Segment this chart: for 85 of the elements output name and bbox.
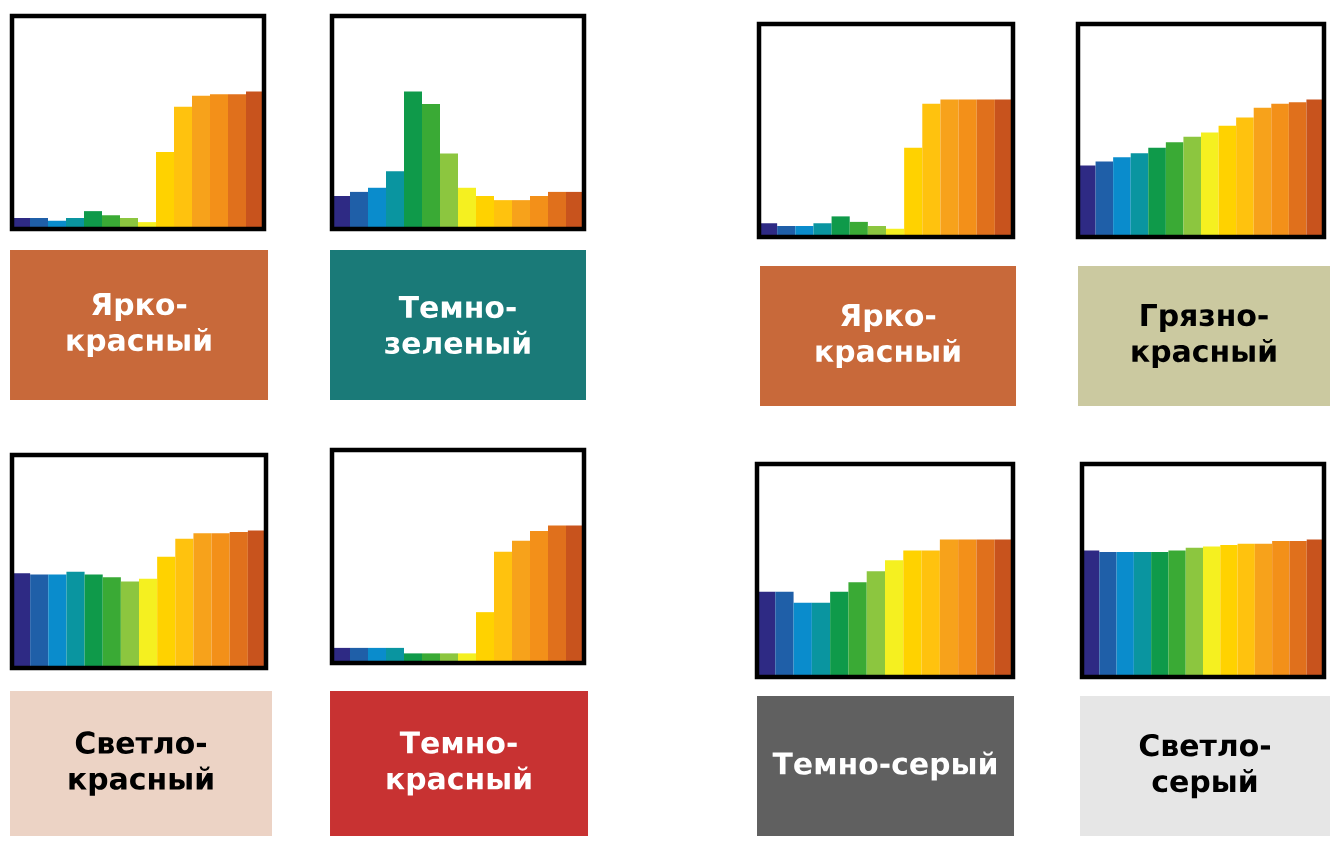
bar [1130, 153, 1149, 237]
bar [793, 602, 812, 677]
text: Ярко-красный [67, 293, 211, 357]
bar [1113, 157, 1131, 237]
bar [193, 533, 212, 668]
bar [921, 550, 940, 677]
bar [958, 99, 977, 237]
bar [1254, 543, 1273, 677]
bar [156, 152, 174, 229]
bar [958, 539, 977, 677]
bar [976, 99, 995, 237]
bar [922, 103, 941, 237]
bar [1220, 545, 1238, 677]
bar [1151, 551, 1169, 677]
bar [811, 602, 831, 677]
bar [174, 106, 193, 229]
text: Темно-серый [772, 751, 996, 781]
bar [210, 94, 229, 229]
bar [903, 550, 922, 677]
bar [422, 103, 440, 229]
bar [48, 574, 67, 668]
text: Темно-зеленый [385, 295, 530, 355]
bar [530, 531, 548, 663]
text: Ярко-красный [816, 304, 960, 368]
bar [548, 191, 566, 229]
bar [904, 147, 923, 237]
bar [1237, 543, 1255, 677]
bar [84, 574, 103, 668]
bar [512, 540, 531, 663]
bar [404, 91, 422, 229]
bar [192, 95, 211, 229]
bar [1185, 547, 1203, 677]
bar [939, 539, 959, 677]
bar [476, 612, 494, 663]
bar [1116, 551, 1134, 677]
bar [1236, 117, 1254, 237]
bar [1201, 132, 1219, 237]
bar [940, 99, 959, 237]
bar [1218, 125, 1237, 237]
bar [440, 153, 458, 229]
bar [830, 591, 849, 677]
bar [885, 560, 904, 677]
bar [976, 539, 995, 677]
bar [211, 533, 230, 668]
bar [458, 187, 476, 229]
bar [1148, 147, 1166, 237]
bar [1133, 551, 1152, 677]
bar [866, 571, 885, 677]
bar [1165, 142, 1184, 237]
bar [1253, 107, 1272, 237]
text: Грязно-красный [1132, 304, 1276, 368]
bar [476, 196, 494, 229]
bar [1288, 102, 1307, 237]
bar [157, 556, 176, 668]
bar [1095, 161, 1114, 237]
bar [848, 582, 867, 677]
bar [512, 200, 531, 229]
bar [66, 571, 85, 668]
bar [1099, 551, 1117, 677]
bar [530, 196, 548, 229]
text: Светло-серый [1139, 733, 1271, 799]
bar [494, 551, 513, 663]
bar [139, 578, 158, 668]
bar [386, 171, 404, 229]
bar [831, 216, 850, 237]
bar [548, 525, 566, 663]
bar [30, 574, 49, 668]
bar [1183, 136, 1201, 237]
bar [102, 577, 121, 668]
bar [1272, 540, 1290, 677]
bar [775, 591, 794, 677]
bar [175, 538, 194, 668]
bar [494, 200, 513, 229]
bar [1203, 546, 1221, 677]
text: Темно-красный [387, 731, 531, 796]
bar [1289, 540, 1307, 677]
bar [1271, 103, 1289, 237]
bar [228, 94, 247, 229]
bar [229, 531, 248, 668]
bar [1168, 550, 1186, 677]
text: Светло-красный [69, 731, 213, 796]
bar [368, 187, 386, 229]
bar [350, 191, 368, 229]
bar [813, 223, 832, 237]
bar [120, 581, 139, 668]
